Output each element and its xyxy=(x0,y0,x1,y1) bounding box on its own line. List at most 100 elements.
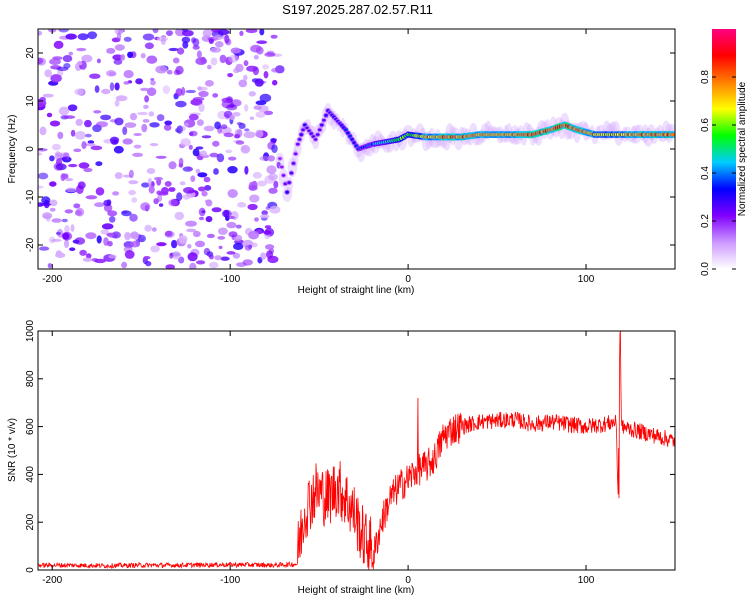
noise-blob xyxy=(140,87,149,92)
noise-blob xyxy=(41,196,51,205)
noise-blob xyxy=(242,259,253,266)
noise-blob xyxy=(141,123,148,133)
noise-blob xyxy=(209,152,219,158)
noise-blob xyxy=(240,144,251,154)
noise-blob xyxy=(147,177,153,187)
noise-blob xyxy=(109,136,120,144)
noise-blob xyxy=(96,235,102,244)
ridge-core xyxy=(280,165,284,169)
noise-blob xyxy=(238,79,248,88)
noise-blob xyxy=(214,121,222,130)
y-tick-label: 0 xyxy=(25,146,36,152)
noise-blob xyxy=(223,110,233,118)
noise-blob xyxy=(123,70,134,79)
noise-blob xyxy=(227,73,234,78)
ridge-core xyxy=(283,182,288,186)
noise-blob xyxy=(165,230,173,237)
spectrogram-y-ticks: -20 -10 0 10 20 xyxy=(25,47,675,252)
noise-blob xyxy=(175,100,187,108)
noise-blob xyxy=(46,112,53,118)
noise-blob xyxy=(164,120,173,126)
noise-blob xyxy=(199,150,208,157)
noise-blob xyxy=(177,47,185,55)
noise-blob xyxy=(142,33,155,41)
noise-blob xyxy=(94,202,105,208)
noise-blob xyxy=(186,166,192,171)
y-tick-label: 1000 xyxy=(25,319,36,342)
spectrogram-noise-region xyxy=(38,29,285,269)
noise-blob xyxy=(73,203,81,209)
noise-blob xyxy=(267,155,275,162)
noise-blob xyxy=(244,128,250,132)
noise-blob xyxy=(192,230,201,238)
noise-blob xyxy=(162,85,170,95)
noise-blob xyxy=(148,111,155,117)
noise-blob xyxy=(263,110,274,116)
noise-blob xyxy=(69,247,76,251)
noise-blob xyxy=(44,69,52,78)
noise-blob xyxy=(121,210,132,217)
noise-blob xyxy=(64,225,70,234)
noise-blob xyxy=(232,252,241,259)
noise-blob xyxy=(150,80,156,86)
x-tick-label: 0 xyxy=(405,274,411,285)
noise-blob xyxy=(243,74,248,81)
noise-blob xyxy=(176,125,183,134)
noise-blob xyxy=(49,58,61,65)
noise-blob xyxy=(89,73,101,79)
noise-blob xyxy=(192,148,200,157)
spectrogram-y-label: Frequency (Hz) xyxy=(7,115,18,184)
noise-blob xyxy=(77,33,89,41)
snr-panel: -200 -100 0 100 0 200 400 600 800 1000 Height of… xyxy=(7,319,676,596)
noise-blob xyxy=(171,239,178,249)
noise-blob xyxy=(179,181,186,186)
noise-blob xyxy=(195,168,201,174)
noise-blob xyxy=(252,171,262,179)
noise-blob xyxy=(191,37,197,43)
noise-blob xyxy=(176,192,183,202)
noise-blob xyxy=(74,209,82,216)
noise-blob xyxy=(116,32,122,41)
x-tick-label: -200 xyxy=(42,274,62,285)
noise-blob xyxy=(210,29,221,33)
noise-blob xyxy=(187,189,194,194)
noise-blob xyxy=(260,252,267,260)
noise-blob xyxy=(202,29,213,37)
noise-blob xyxy=(226,221,237,229)
noise-blob xyxy=(90,145,103,151)
noise-blob xyxy=(194,240,206,248)
noise-blob xyxy=(58,29,69,33)
noise-blob xyxy=(204,185,212,191)
noise-blob xyxy=(187,244,192,249)
noise-blob xyxy=(197,172,208,178)
colorbar-ticks: 0.0 0.2 0.4 0.6 0.8 xyxy=(700,70,736,276)
noise-blob xyxy=(228,231,238,238)
noise-blob xyxy=(67,104,78,112)
noise-blob xyxy=(247,203,258,211)
noise-blob xyxy=(123,81,130,85)
snr-y-ticks: 0 200 400 600 800 1000 xyxy=(25,319,675,573)
y-tick-label: 400 xyxy=(25,466,36,483)
noise-blob xyxy=(189,262,197,269)
noise-blob xyxy=(232,112,241,117)
ridge-core xyxy=(350,138,354,141)
x-tick-label: -200 xyxy=(42,575,62,586)
noise-blob xyxy=(109,82,115,91)
noise-blob xyxy=(253,105,262,110)
noise-blob xyxy=(188,113,199,121)
noise-blob xyxy=(50,199,58,207)
y-tick-label: 600 xyxy=(25,418,36,435)
noise-blob xyxy=(107,210,118,217)
ridge-core xyxy=(315,133,320,136)
noise-blob xyxy=(158,203,164,207)
noise-blob xyxy=(56,66,69,71)
ridge-core xyxy=(671,132,675,137)
noise-blob xyxy=(208,254,214,260)
colorbar-strip xyxy=(712,29,736,269)
noise-blob xyxy=(144,224,153,232)
noise-blob xyxy=(185,220,197,227)
noise-blob xyxy=(114,99,120,107)
noise-blob xyxy=(87,31,98,40)
noise-blob xyxy=(72,239,80,244)
noise-blob xyxy=(208,38,214,44)
